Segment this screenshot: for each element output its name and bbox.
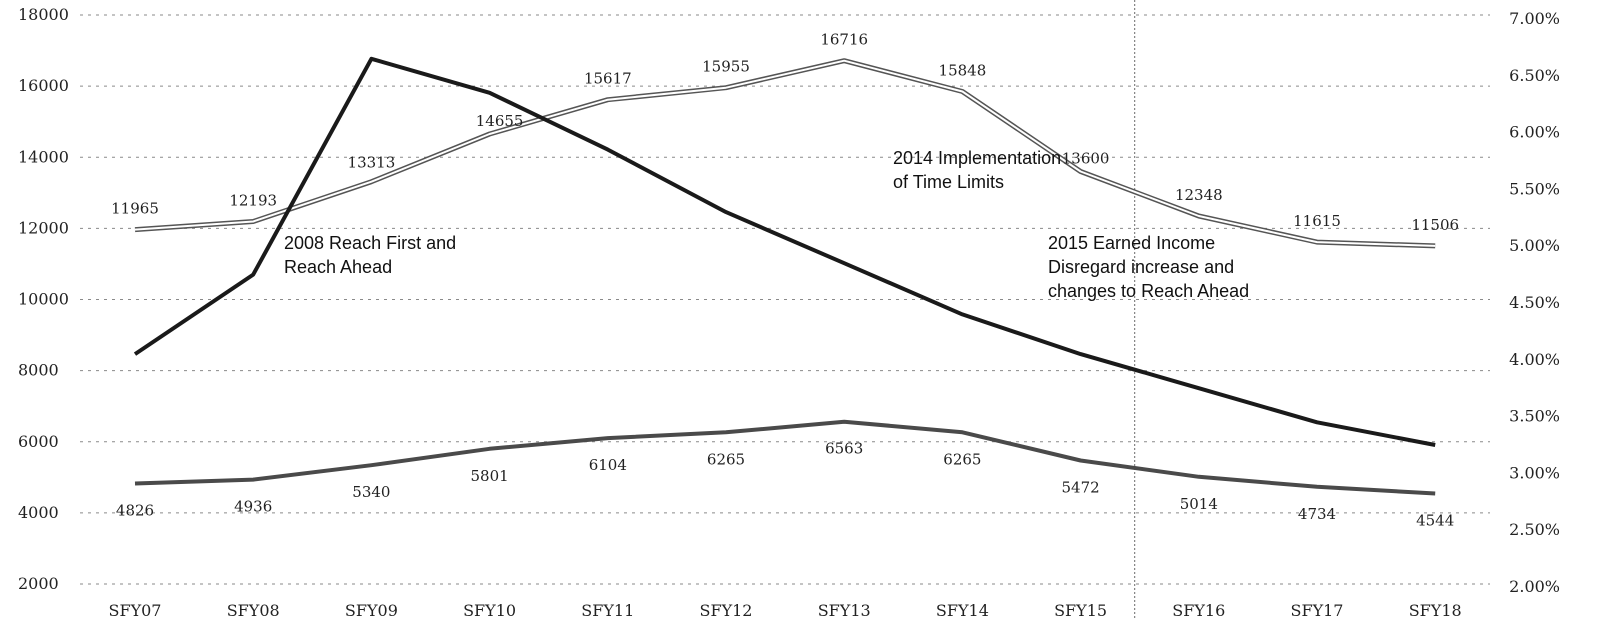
y-right-tick-label: 5.00%: [1509, 236, 1560, 255]
left-y-axis: 18000 16000 14000 12000 10000 8000 6000 4000 200…: [18, 5, 69, 593]
y-right-tick-label: 4.00%: [1509, 350, 1560, 369]
y-right-tick-label: 3.00%: [1509, 463, 1560, 482]
y-right-tick-label: 2.00%: [1509, 577, 1560, 596]
y-right-tick-label: 3.50%: [1509, 407, 1560, 426]
data-label: 4936: [234, 498, 272, 516]
x-tick-label: SFY15: [1054, 601, 1107, 620]
series-line: [134, 419, 1436, 496]
annotations: 2008 Reach First and Reach Ahead 2014 Impl…: [284, 148, 1249, 301]
x-tick-label: SFY08: [227, 601, 280, 620]
annotation-line: Disregard increase and: [1048, 257, 1234, 277]
x-tick-label: SFY07: [109, 601, 162, 620]
gridlines: [80, 14, 1490, 585]
data-label: 5472: [1062, 479, 1100, 497]
data-label: 4544: [1416, 512, 1454, 530]
x-tick-label: SFY16: [1172, 601, 1225, 620]
series-line-inner: [134, 59, 1436, 247]
annotation-line: 2015 Earned Income: [1048, 233, 1215, 253]
data-label: 4826: [116, 502, 154, 520]
x-tick-label: SFY09: [345, 601, 398, 620]
y-right-tick-label: 7.00%: [1509, 9, 1560, 28]
y-right-tick-label: 6.50%: [1509, 66, 1560, 85]
data-label: 15848: [939, 62, 987, 80]
data-label: 5014: [1180, 495, 1218, 513]
data-label: 11615: [1293, 212, 1341, 230]
y-left-tick-label: 16000: [18, 76, 69, 95]
y-left-tick-label: 10000: [18, 290, 69, 309]
y-right-tick-label: 6.00%: [1509, 123, 1560, 142]
annotation-line: of Time Limits: [893, 172, 1004, 192]
y-right-tick-label: 4.50%: [1509, 293, 1560, 312]
data-label: 6104: [589, 456, 627, 474]
x-tick-label: SFY10: [463, 601, 516, 620]
series-lines: [133, 56, 1436, 496]
y-right-tick-label: 2.50%: [1509, 520, 1560, 539]
data-label: 5801: [471, 467, 509, 485]
data-label: 5340: [352, 483, 390, 501]
annotation-line: 2008 Reach First and: [284, 233, 456, 253]
data-label: 6265: [707, 450, 745, 468]
data-label: 6265: [943, 450, 981, 468]
annotation: 2014 Implementation of Time Limits: [893, 148, 1061, 192]
x-tick-label: SFY12: [700, 601, 753, 620]
x-tick-label: SFY18: [1409, 601, 1462, 620]
data-label: 11506: [1411, 216, 1459, 234]
x-axis: SFY07 SFY08 SFY09 SFY10 SFY11 SFY12 SFY13 SFY14…: [109, 601, 1462, 620]
series-line-outer: [134, 58, 1436, 249]
data-label: 12348: [1175, 186, 1223, 204]
data-labels: 11965 12193 13313 14655 15617 15955 16716 15848…: [111, 31, 1459, 530]
y-left-tick-label: 6000: [18, 432, 59, 451]
y-right-tick-label: 5.50%: [1509, 179, 1560, 198]
annotation: 2008 Reach First and Reach Ahead: [284, 233, 456, 277]
data-label: 11965: [111, 200, 159, 218]
annotation-line: changes to Reach Ahead: [1048, 281, 1249, 301]
x-tick-label: SFY17: [1291, 601, 1344, 620]
x-tick-label: SFY11: [581, 601, 634, 620]
data-label: 13313: [348, 154, 396, 172]
annotation: 2015 Earned Income Disregard increase and…: [1048, 233, 1249, 301]
y-left-tick-label: 8000: [18, 361, 59, 380]
y-left-tick-label: 14000: [18, 147, 69, 166]
series-line: [133, 56, 1436, 447]
y-left-tick-label: 12000: [18, 218, 69, 237]
data-label: 6563: [825, 440, 863, 458]
data-label: 13600: [1062, 149, 1110, 167]
annotation-line: Reach Ahead: [284, 257, 392, 277]
annotation-line: 2014 Implementation: [893, 148, 1061, 168]
data-label: 15617: [584, 70, 632, 88]
data-label: 4734: [1298, 505, 1336, 523]
data-label: 14655: [476, 112, 524, 130]
data-label: 16716: [820, 31, 868, 49]
y-left-tick-label: 18000: [18, 5, 69, 24]
right-y-axis: 7.00% 6.50% 6.00% 5.50% 5.00% 4.50% 4.00% 3.50%…: [1509, 9, 1560, 596]
data-label: 12193: [229, 192, 277, 210]
y-left-tick-label: 2000: [18, 574, 59, 593]
y-left-tick-label: 4000: [18, 503, 59, 522]
x-tick-label: SFY14: [936, 601, 989, 620]
x-tick-label: SFY13: [818, 601, 871, 620]
data-label: 15955: [702, 58, 750, 76]
